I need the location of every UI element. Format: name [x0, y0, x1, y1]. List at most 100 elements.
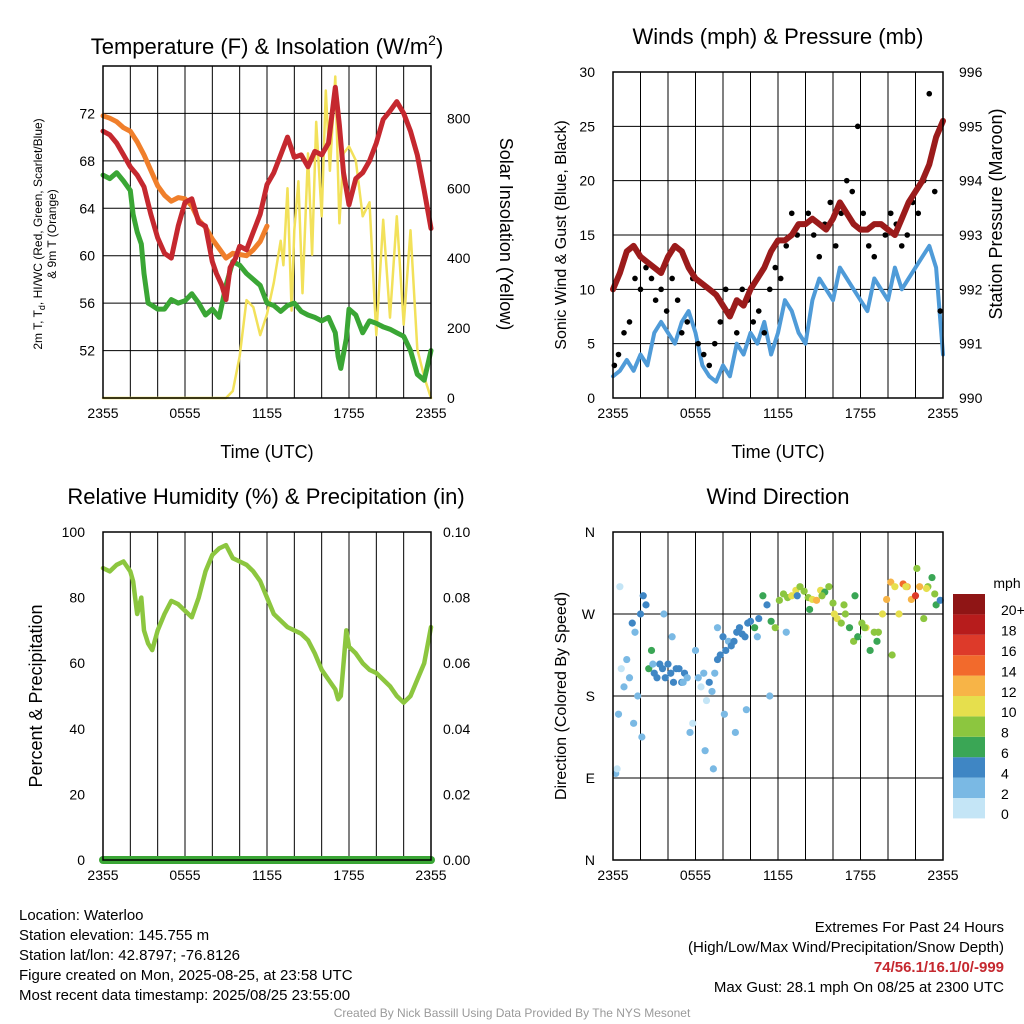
gust-point [733, 330, 740, 336]
gust-point [739, 286, 746, 293]
y-tick-label-left: 60 [69, 655, 85, 671]
direction-point [628, 619, 636, 627]
x-tick-label: 2355 [927, 405, 958, 421]
direction-point [920, 614, 928, 623]
direction-point [667, 669, 675, 677]
temp-ylabel-left-2: & 9m T (Orange) [45, 189, 59, 279]
gust-point [711, 340, 718, 347]
y-tick-label-left: 56 [79, 295, 95, 311]
gust-point [832, 243, 839, 249]
dir-ylabel-left: Direction (Colored By Speed) [553, 592, 570, 800]
gust-point [766, 286, 773, 293]
direction-point [825, 583, 833, 591]
extremes-values: 74/56.1/16.1/0/-999 [873, 959, 1004, 976]
colorbar-swatch [953, 757, 985, 778]
direction-point [755, 614, 763, 623]
direction-point [735, 624, 744, 632]
direction-point [782, 628, 790, 636]
rh-ylabel-left: Percent & Precipitation [26, 604, 46, 787]
plot-frame [102, 65, 432, 399]
y-tick-label-left: W [582, 606, 596, 622]
temp-ylabel-right: Solar Insolation (Yellow) [496, 138, 516, 330]
colorbar-label: 4 [1001, 765, 1009, 781]
direction-point [664, 660, 672, 668]
direction-point [767, 617, 775, 625]
direction-point [669, 678, 678, 686]
x-tick-label: 1155 [763, 405, 793, 421]
y-tick-label-left: 0 [587, 390, 595, 406]
direction-point [874, 628, 882, 636]
temp-panel-title: Temperature (F) & Insolation (W/m2) [91, 32, 444, 59]
series-line-td [100, 170, 434, 383]
direction-point [931, 590, 939, 598]
temp-xlabel: Time (UTC) [220, 442, 313, 462]
direction-point [683, 674, 691, 682]
colorbar-label: 16 [1001, 643, 1017, 659]
direction-point [806, 605, 814, 614]
x-tick-label: 2355 [415, 405, 446, 421]
colorbar-label: 0 [1001, 806, 1009, 822]
y-tick-label-left: 5 [587, 336, 595, 352]
direction-point [928, 573, 936, 582]
y-tick-label-right: 0.04 [443, 721, 470, 737]
dir-panel-title: Wind Direction [706, 484, 849, 509]
gust-point [915, 210, 922, 217]
direction-point [716, 651, 724, 659]
extremes-info: Extremes For Past 24 Hours (High/Low/Max… [688, 918, 1004, 998]
colorbar-label: 10 [1001, 704, 1017, 720]
x-tick-label: 2355 [415, 867, 446, 883]
x-tick-label: 0555 [169, 867, 200, 883]
series-line-wind [611, 243, 945, 384]
gust-point [777, 275, 784, 282]
direction-point [631, 628, 639, 636]
figure-created: Figure created on Mon, 2025-08-25, at 23… [19, 967, 353, 984]
y-tick-label-left: 25 [579, 118, 595, 134]
plot-frame [612, 71, 944, 399]
direction-point [851, 592, 859, 600]
direction-point [705, 678, 713, 686]
gust-point [717, 319, 724, 325]
plot-frame [612, 531, 944, 861]
gust-point [843, 177, 850, 184]
x-tick-label: 1755 [333, 867, 364, 883]
direction-point [620, 683, 628, 691]
station-elevation: Station elevation: 145.755 m [19, 927, 210, 944]
direction-point [866, 646, 874, 655]
gust-point [805, 210, 812, 217]
gust-point [632, 275, 638, 282]
direction-point [902, 583, 910, 591]
series-line-pressure [610, 117, 946, 320]
direction-point [878, 610, 887, 618]
x-tick-label: 2355 [927, 867, 958, 883]
y-tick-label-left: 100 [62, 524, 86, 540]
direction-point [793, 592, 801, 600]
x-tick-label: 1755 [333, 405, 364, 421]
y-tick-label-right: 400 [447, 250, 471, 266]
y-tick-label-right: 990 [959, 390, 983, 406]
colorbar-swatch [953, 696, 985, 717]
y-tick-label-right: 991 [959, 336, 983, 352]
gust-point [783, 243, 790, 249]
direction-point [759, 592, 767, 600]
direction-point [668, 633, 676, 641]
direction-point [742, 706, 750, 714]
direction-point [753, 633, 761, 641]
direction-point [796, 583, 804, 591]
x-tick-label: 2355 [597, 405, 628, 421]
gust-point [865, 243, 872, 249]
series-line-2mt [100, 84, 434, 303]
colorbar-swatch [953, 736, 985, 758]
colorbar-swatch [953, 634, 985, 656]
direction-point [771, 624, 779, 632]
gust-point [637, 286, 644, 293]
y-tick-label-left: 20 [69, 786, 85, 802]
x-tick-label: 1755 [845, 405, 876, 421]
colorbar-title: mph [993, 575, 1020, 591]
y-tick-label-right: 200 [447, 320, 471, 336]
gust-point [849, 188, 856, 195]
rh-panel-title: Relative Humidity (%) & Precipitation (i… [67, 484, 464, 509]
direction-point [691, 646, 700, 655]
colorbar-label: 6 [1001, 745, 1009, 761]
gust-point [926, 90, 933, 97]
